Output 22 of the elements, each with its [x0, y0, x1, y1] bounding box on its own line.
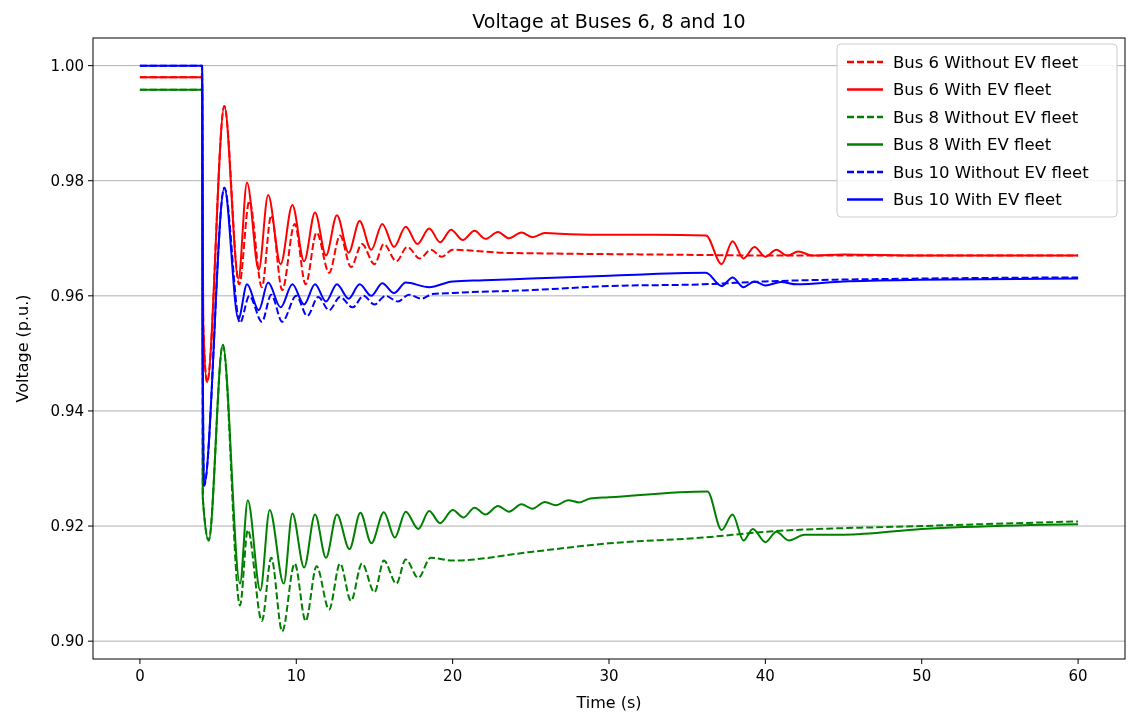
y-tick-label: 0.96 — [50, 287, 84, 306]
y-tick-label: 0.92 — [50, 517, 84, 536]
legend-label: Bus 10 With EV fleet — [893, 190, 1063, 210]
x-tick-label: 60 — [1068, 667, 1088, 685]
x-tick-label: 0 — [135, 667, 145, 685]
y-tick-label: 1.00 — [50, 56, 84, 75]
y-tick-label: 0.98 — [50, 171, 84, 190]
y-tick-label: 0.94 — [50, 402, 84, 421]
x-tick-label: 20 — [443, 667, 463, 685]
legend-label: Bus 6 Without EV fleet — [893, 52, 1079, 72]
legend-label: Bus 10 Without EV fleet — [893, 162, 1090, 182]
y-axis-title: Voltage (p.u.) — [13, 294, 32, 403]
legend-label: Bus 8 Without EV fleet — [893, 107, 1079, 127]
y-tick-label: 0.90 — [50, 632, 84, 651]
x-tick-label: 30 — [599, 667, 619, 685]
legend-label: Bus 6 With EV fleet — [893, 80, 1052, 100]
x-tick-label: 50 — [912, 667, 932, 685]
x-axis-title: Time (s) — [575, 693, 642, 712]
x-tick-label: 10 — [286, 667, 306, 685]
chart-title: Voltage at Buses 6, 8 and 10 — [472, 10, 746, 32]
x-tick-label: 40 — [755, 667, 775, 685]
legend-label: Bus 8 With EV fleet — [893, 135, 1052, 155]
